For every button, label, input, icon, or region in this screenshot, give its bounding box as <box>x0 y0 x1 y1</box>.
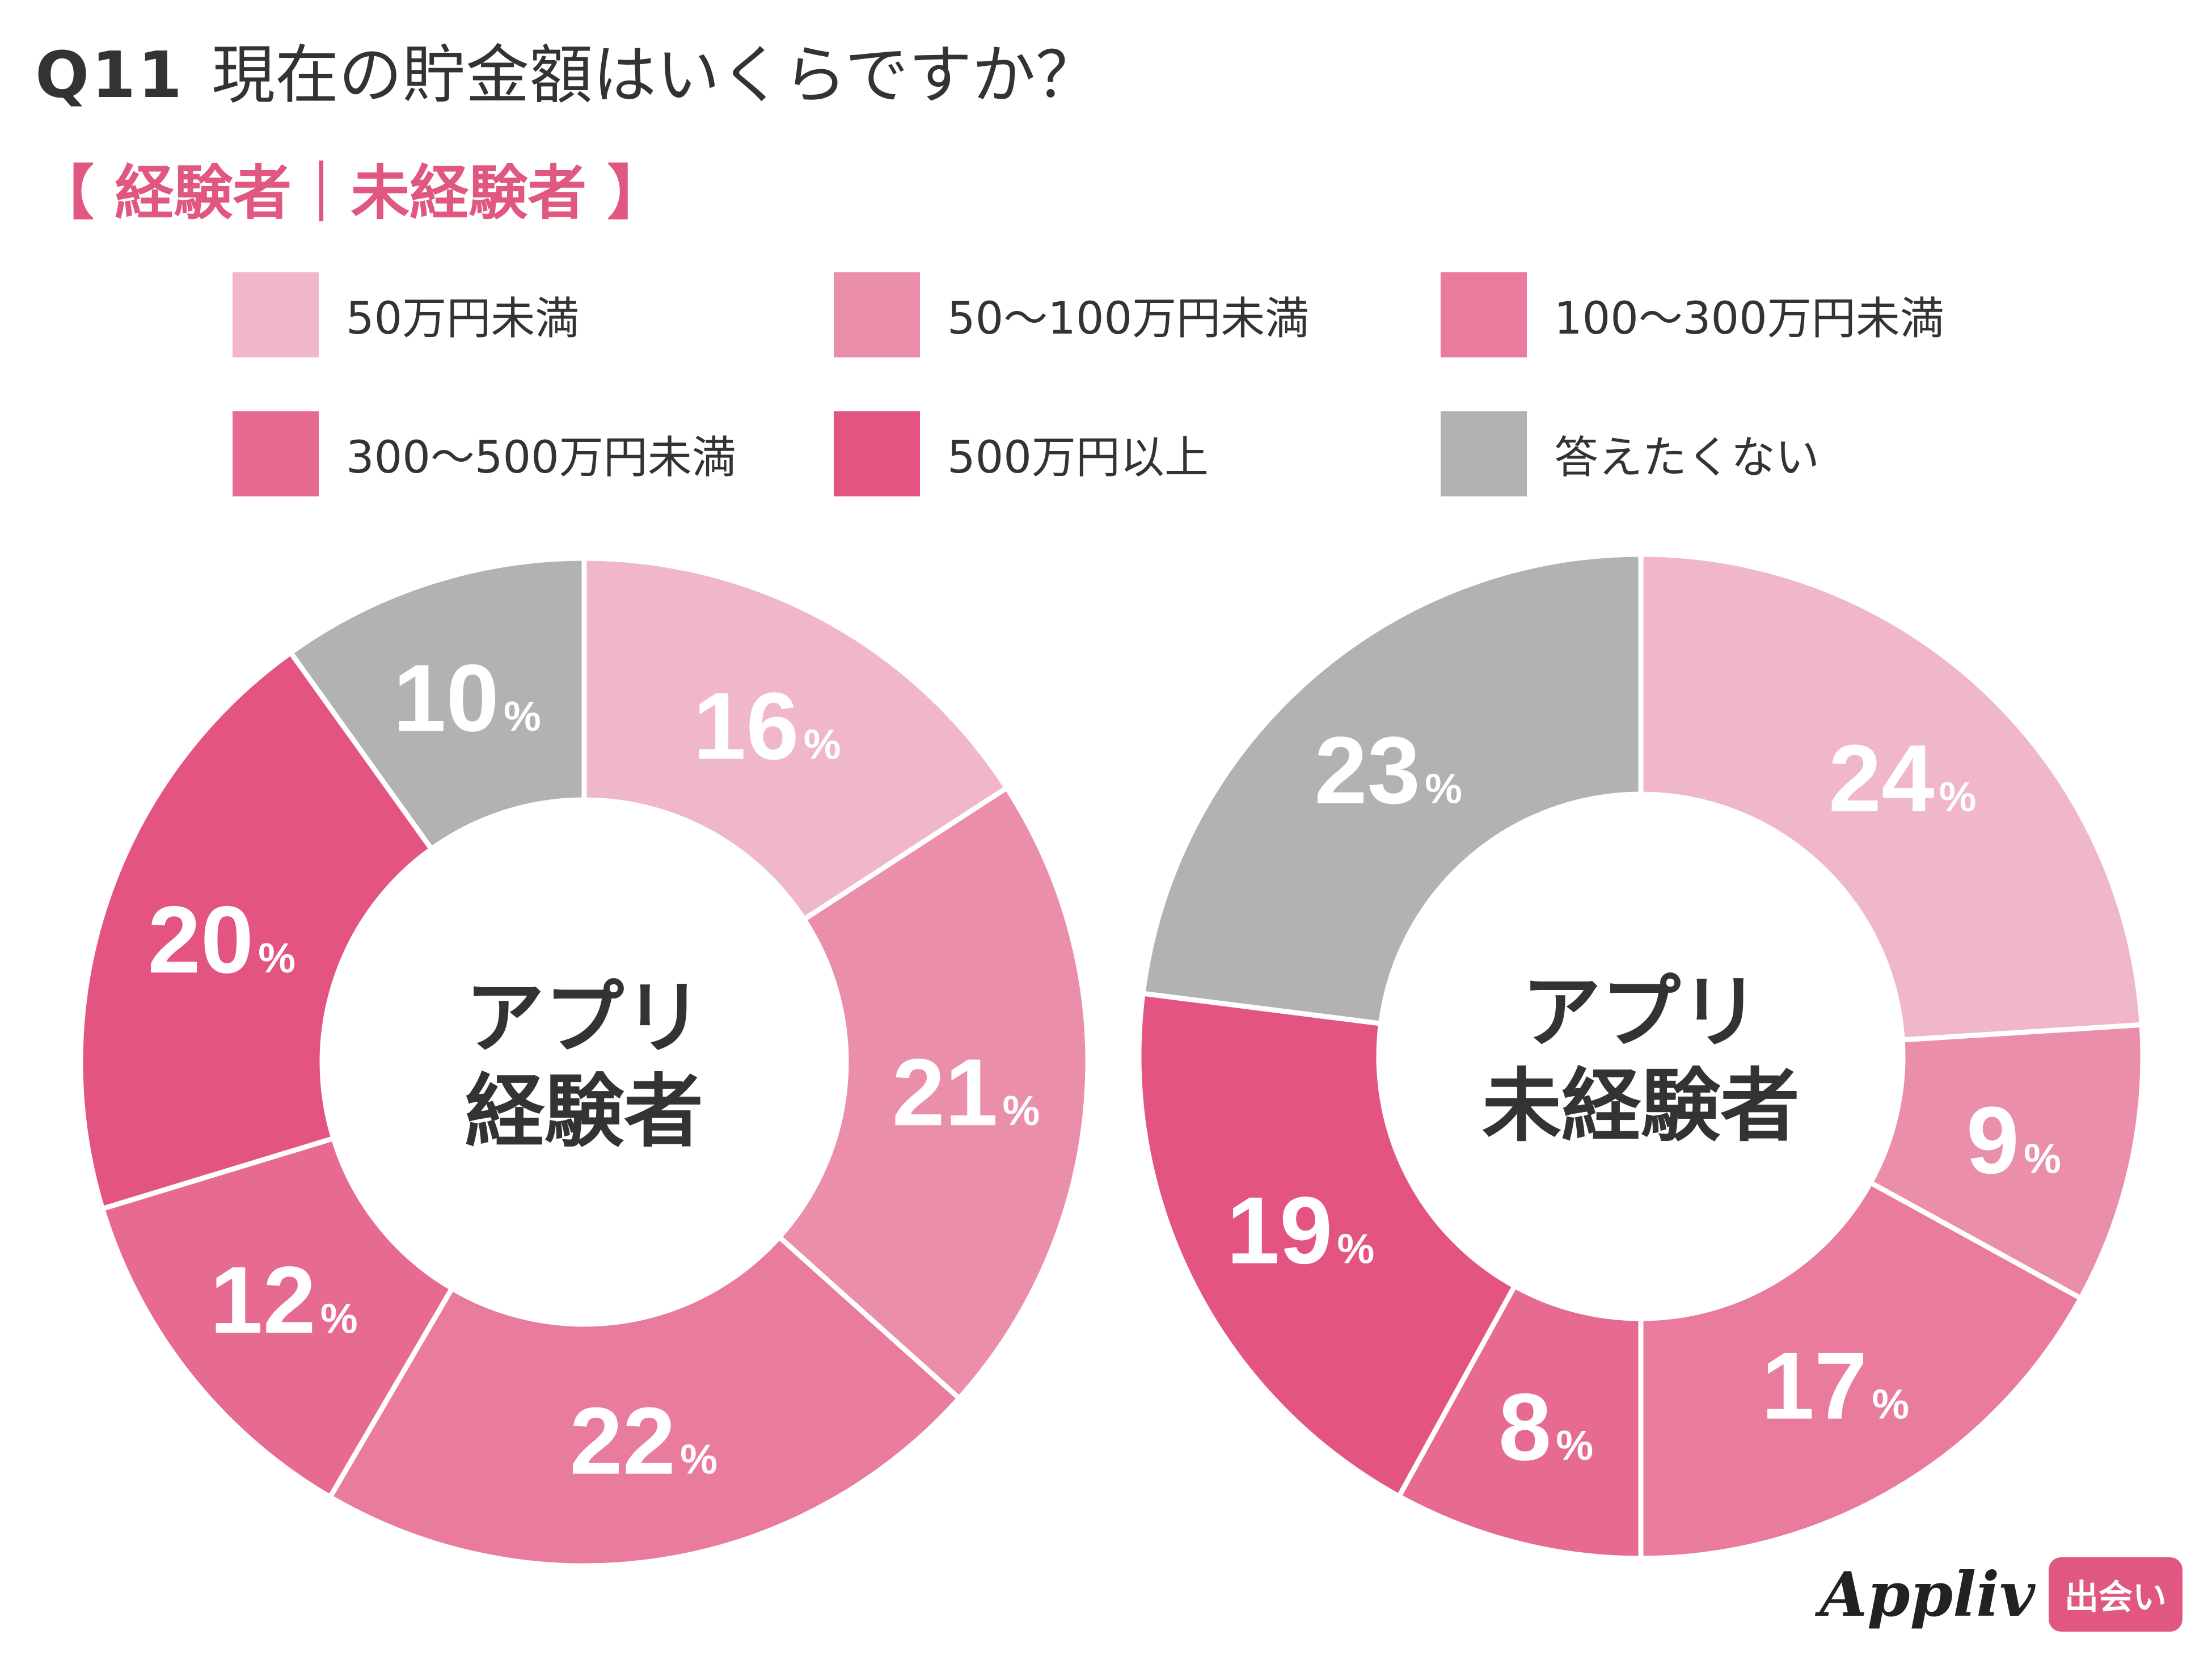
slice-experienced-no-answer <box>287 555 587 853</box>
question-text: 現在の貯金額はいくらですか？ <box>212 39 1099 112</box>
slice-experienced-under-50 <box>581 555 1011 923</box>
chart-subtitle: 【 経験者｜未経験者 】 <box>35 158 666 227</box>
legend-item-50-100: 50〜100万円未満 <box>834 272 1309 357</box>
legend-swatch-under-50 <box>233 272 319 357</box>
legend-label-50-100: 50〜100万円未満 <box>947 293 1310 344</box>
legend-label-no-answer: 答えたくない <box>1554 432 1820 483</box>
legend-swatch-300-500 <box>233 411 319 496</box>
data-label-inexperienced-50-100: 9% <box>1966 1087 2061 1194</box>
legend-label-100-300: 100〜300万円未満 <box>1554 293 1944 344</box>
legend-item-under-50: 50万円未満 <box>233 272 579 357</box>
center-label-inexperienced-line-1: アプリ <box>1522 967 1760 1059</box>
legend-item-100-300: 100〜300万円未満 <box>1441 272 1944 357</box>
legend-swatch-50-100 <box>834 272 920 357</box>
slice-inexperienced-300-500 <box>1395 1282 1644 1561</box>
legend-item-300-500: 300〜500万円未満 <box>233 411 736 496</box>
legend-label-over-500: 500万円以上 <box>947 432 1209 483</box>
center-label-experienced-line-2: 経験者 <box>465 1066 703 1158</box>
chart-title: Q11 現在の貯金額はいくらですか？ <box>35 24 1099 116</box>
question-number: Q11 <box>35 39 185 112</box>
legend-label-under-50: 50万円未満 <box>346 293 580 344</box>
slice-experienced-100-300 <box>326 1233 963 1569</box>
slice-experienced-300-500 <box>99 1135 456 1501</box>
legend-label-300-500: 300〜500万円未満 <box>346 432 736 483</box>
slice-experienced-over-500 <box>78 649 436 1212</box>
slice-inexperienced-50-100 <box>1867 1022 2146 1302</box>
center-label-experienced-line-1: アプリ <box>465 972 703 1065</box>
legend-swatch-100-300 <box>1441 272 1527 357</box>
legend-item-no-answer: 答えたくない <box>1441 411 1820 496</box>
slice-experienced-50-100 <box>775 784 1091 1402</box>
legend-swatch-no-answer <box>1441 411 1527 496</box>
slice-inexperienced-under-50 <box>1638 551 2145 1043</box>
brand-badge: 出会い <box>2049 1557 2183 1632</box>
legend-swatch-over-500 <box>834 411 920 496</box>
slice-inexperienced-no-answer <box>1139 551 1644 1027</box>
brand-logo: Appliv 出会い <box>1820 1557 2183 1632</box>
data-label-inexperienced-under-50: 24% <box>1829 725 1977 832</box>
brand-name: Appliv <box>1820 1558 2035 1630</box>
legend-item-over-500: 500万円以上 <box>834 411 1209 496</box>
center-label-inexperienced-line-2: 未経験者 <box>1482 1060 1800 1153</box>
slice-inexperienced-100-300 <box>1638 1179 2084 1561</box>
slice-inexperienced-over-500 <box>1136 991 1518 1500</box>
